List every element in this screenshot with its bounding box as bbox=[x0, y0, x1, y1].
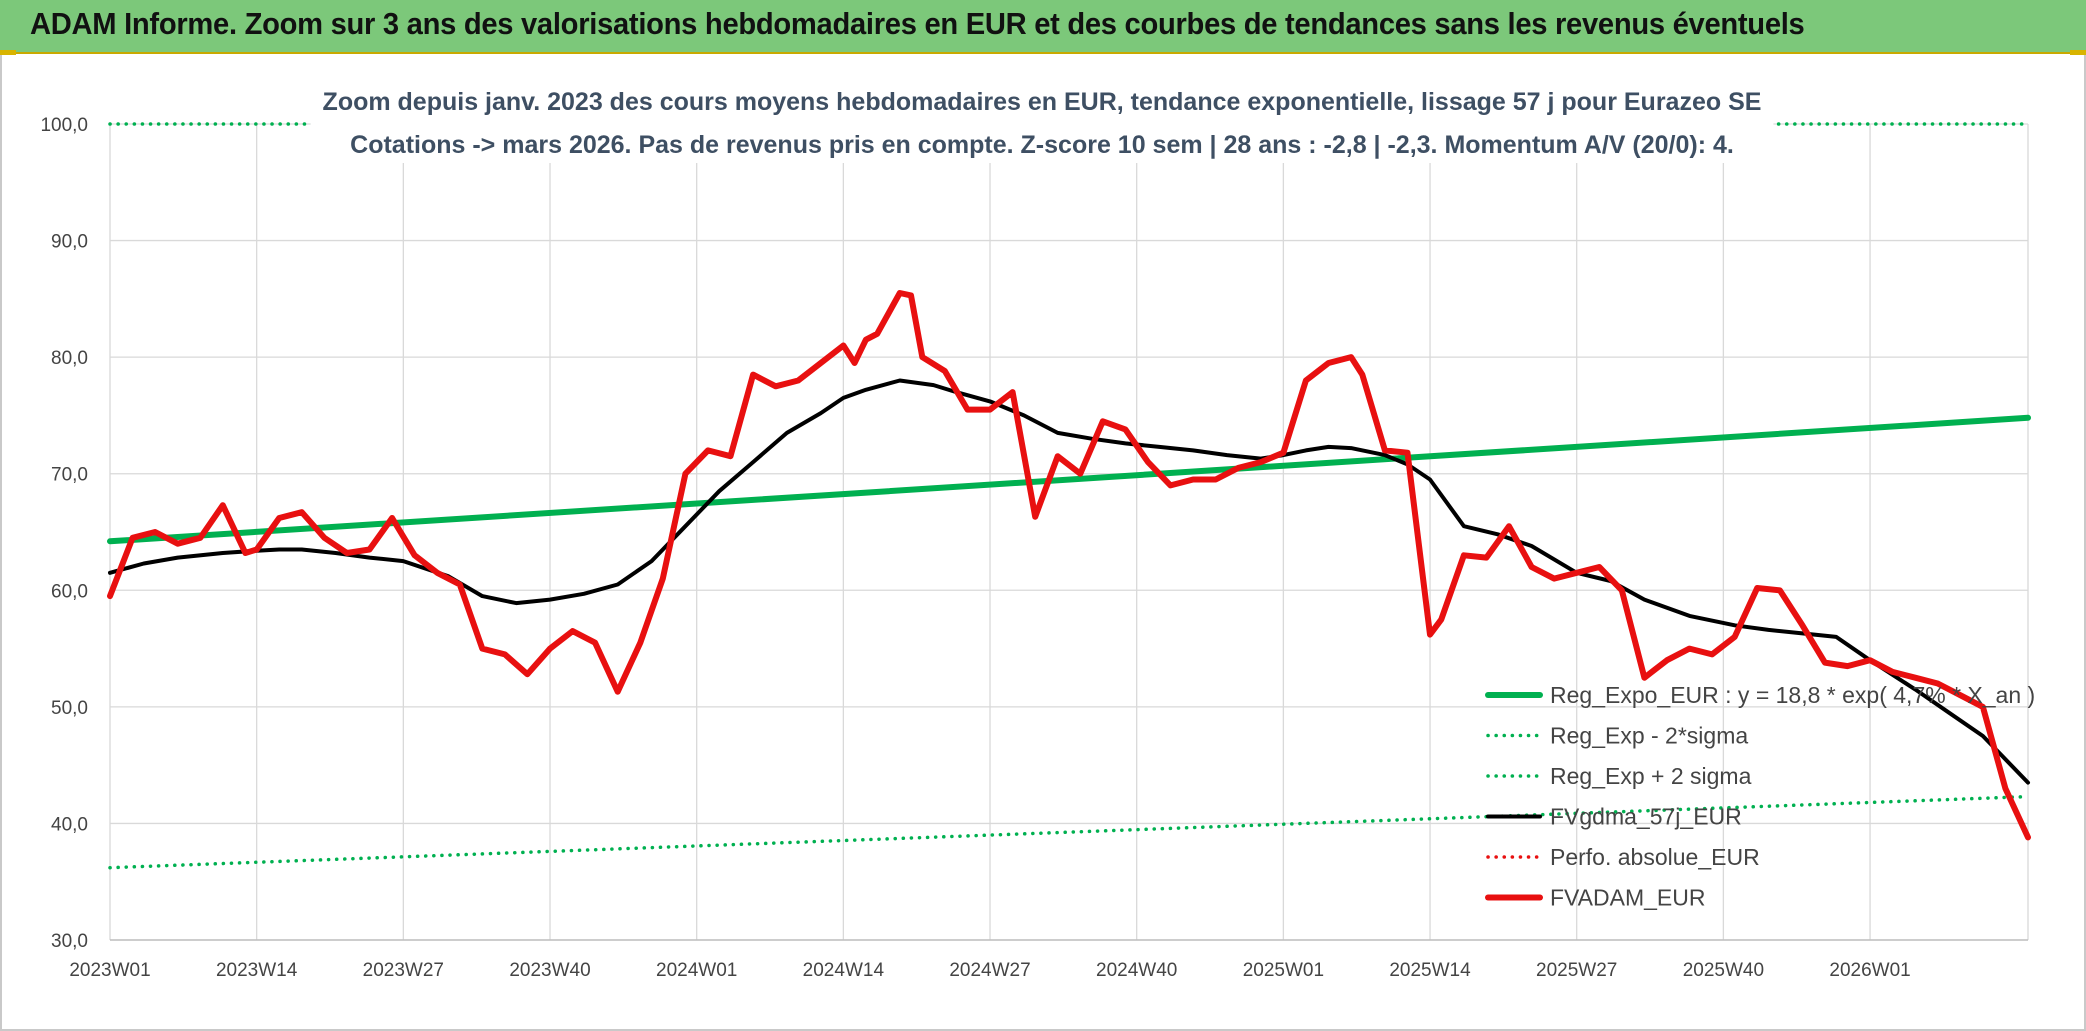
legend-entry: Perfo. absolue_EUR bbox=[1550, 844, 1760, 870]
legend-entry: Reg_Exp + 2 sigma bbox=[1550, 763, 1752, 789]
y-tick-label: 30,0 bbox=[51, 931, 88, 952]
x-tick-label: 2023W40 bbox=[509, 960, 590, 981]
legend-entry: FVgdma_57j_EUR bbox=[1550, 804, 1742, 830]
x-tick-label: 2023W27 bbox=[363, 960, 444, 981]
banner-accent-left bbox=[0, 50, 16, 55]
report-banner: ADAM Informe. Zoom sur 3 ans des valoris… bbox=[0, 0, 2086, 54]
y-tick-label: 40,0 bbox=[51, 814, 88, 835]
y-tick-label: 100,0 bbox=[40, 115, 88, 136]
series-layer bbox=[107, 122, 2031, 870]
x-tick-label: 2024W40 bbox=[1096, 960, 1177, 981]
chart-title-line: Cotations -> mars 2026. Pas de revenus p… bbox=[350, 131, 1734, 159]
banner-title: ADAM Informe. Zoom sur 3 ans des valoris… bbox=[30, 6, 1805, 41]
y-tick-label: 70,0 bbox=[51, 465, 88, 486]
axes: 30,0 40,0 50,0 60,0 70,0 80,0 90,0 100,0 2023W01… bbox=[40, 115, 2028, 981]
x-tick-label: 2023W01 bbox=[69, 960, 150, 981]
y-tick-label: 90,0 bbox=[51, 232, 88, 253]
x-tick-label: 2023W14 bbox=[216, 960, 298, 981]
x-tick-label: 2025W14 bbox=[1389, 960, 1471, 981]
legend: Reg_Expo_EUR : y = 18,8 * exp( 4,7% * X_… bbox=[1485, 682, 2035, 911]
chart-title: Zoom depuis janv. 2023 des cours moyens … bbox=[310, 84, 1774, 163]
y-tick-label: 50,0 bbox=[51, 698, 88, 719]
y-tick-label: 80,0 bbox=[51, 348, 88, 369]
banner-accent-right bbox=[2070, 50, 2086, 55]
legend-entry: FVADAM_EUR bbox=[1550, 885, 1706, 911]
legend-entry: Reg_Expo_EUR : y = 18,8 * exp( 4,7% * X_… bbox=[1550, 682, 2035, 708]
legend-entry: Reg_Exp - 2*sigma bbox=[1550, 723, 1748, 749]
series-line-0 bbox=[107, 414, 2031, 545]
x-tick-label: 2024W14 bbox=[803, 960, 885, 981]
x-tick-label: 2025W01 bbox=[1243, 960, 1324, 981]
x-tick-label: 2024W27 bbox=[949, 960, 1030, 981]
y-tick-label: 60,0 bbox=[51, 581, 88, 602]
chart-title-background bbox=[310, 84, 1774, 163]
x-tick-label: 2025W40 bbox=[1683, 960, 1764, 981]
x-tick-label: 2026W01 bbox=[1829, 960, 1910, 981]
x-tick-label: 2024W01 bbox=[656, 960, 737, 981]
series-line-5 bbox=[107, 290, 2031, 841]
grid bbox=[109, 123, 2029, 941]
chart-title-line: Zoom depuis janv. 2023 des cours moyens … bbox=[323, 88, 1762, 116]
x-tick-label: 2025W27 bbox=[1536, 960, 1617, 981]
